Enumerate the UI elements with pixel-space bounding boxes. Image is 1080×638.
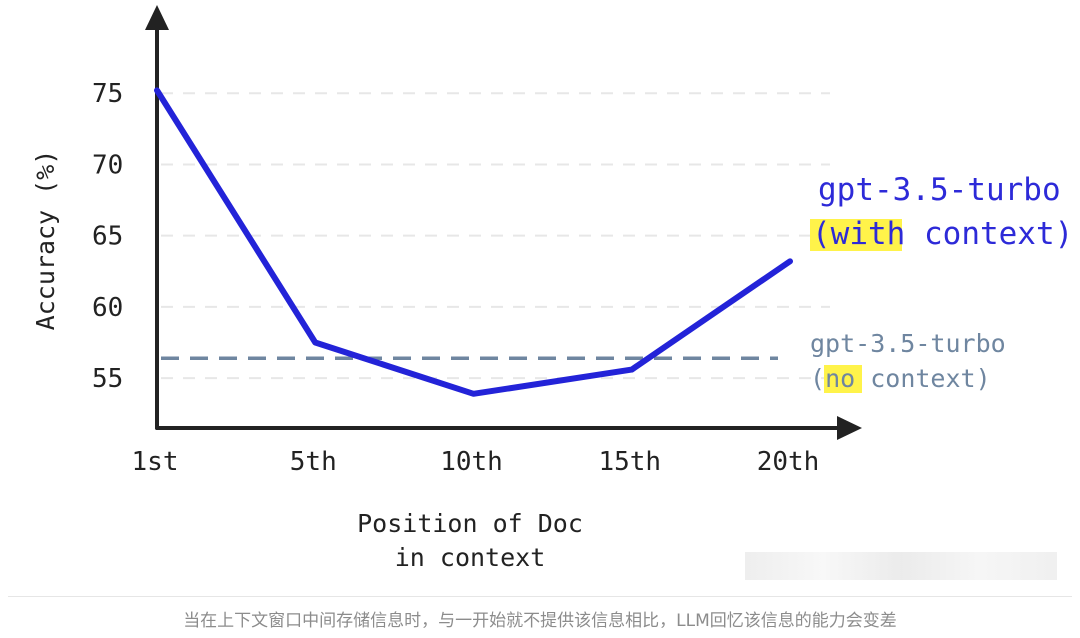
x-axis-title-line2: in context [395,543,546,572]
caption-divider [8,596,1072,597]
series-group [154,87,793,397]
series-with-context-line [154,87,793,397]
series-no-label-highlight: no [825,364,855,393]
x-tick-labels: 1st 5th 10th 15th 20th [132,447,820,477]
x-tick-label: 5th [290,447,337,477]
y-tick-label: 70 [92,150,123,180]
series-with-label-line2: (with context) [812,216,1073,252]
series-no-label-line2: (no context) [810,364,991,393]
series-no-label-rest: context) [855,364,990,393]
x-tick-label: 20th [757,447,820,477]
y-tick-labels: 75 70 65 60 55 [92,79,123,394]
y-axis-arrow [145,5,169,30]
no-highlight [824,365,862,393]
x-axis-title-line1: Position of Doc [357,509,583,538]
x-axis-arrow [837,416,862,440]
series-with-label-open: ( [812,216,831,252]
series-no-label-line1: gpt-3.5-turbo [810,329,1006,358]
chart: 75 70 65 60 55 1st 5th 10th 15th 20th Accuracy (… [31,5,1073,572]
series-no-label-open: ( [810,364,825,393]
series-with-label-highlight: with [831,216,906,252]
y-tick-label: 60 [92,293,123,323]
y-tick-label: 75 [92,79,123,109]
series-with-label-line1: gpt-3.5-turbo [818,172,1061,208]
blurred-watermark [745,552,1057,580]
y-tick-label: 55 [92,364,123,394]
x-tick-label: 1st [132,447,179,477]
y-axis-title: Accuracy (%) [31,150,60,331]
figure-caption: 当在上下文窗口中间存储信息时，与一开始就不提供该信息相比，LLM回忆该信息的能力… [183,611,897,631]
x-tick-label: 10th [440,447,503,477]
axes [145,5,862,440]
y-tick-label: 65 [92,222,123,252]
series-with-label-rest: context) [905,216,1073,252]
x-tick-label: 15th [598,447,661,477]
with-highlight [810,219,902,251]
grid-lines [161,92,830,380]
